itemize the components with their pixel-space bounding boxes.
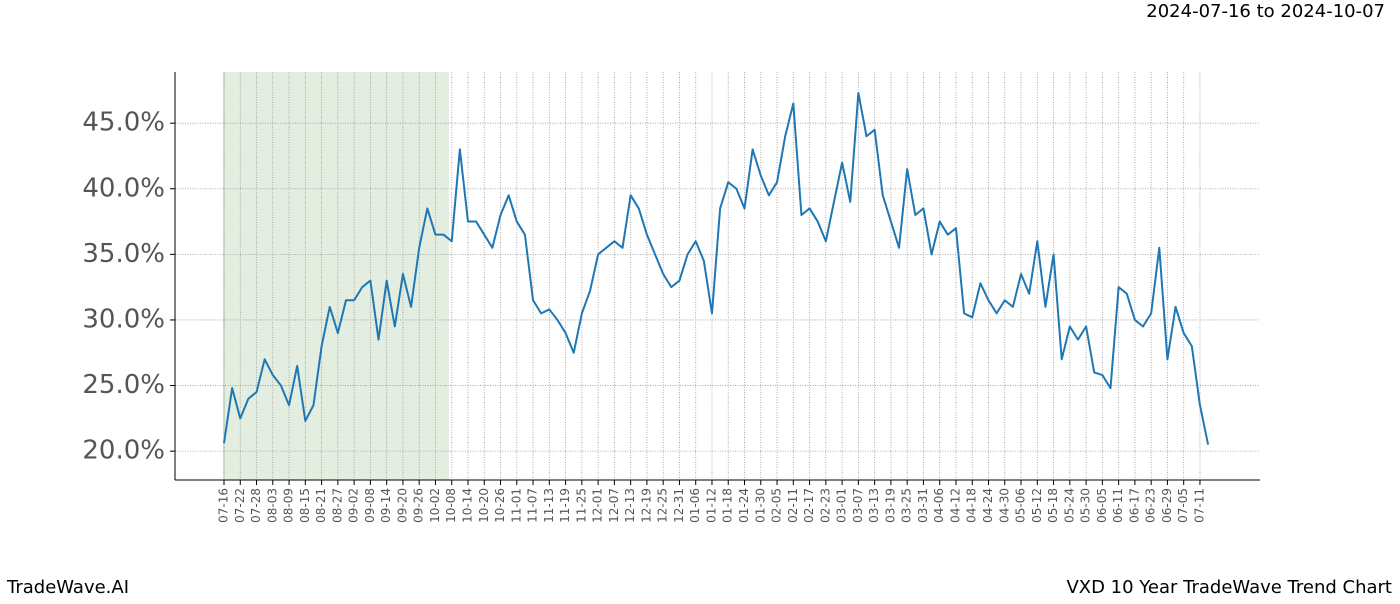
x-tick-label: 02-17 xyxy=(802,488,816,523)
x-tick-label: 03-31 xyxy=(916,488,930,523)
x-tick-label: 08-15 xyxy=(298,488,312,523)
x-tick-label: 04-12 xyxy=(948,488,962,523)
x-tick-label: 06-23 xyxy=(1144,488,1158,523)
x-tick-label: 11-13 xyxy=(542,488,556,523)
y-tick-label: 35.0% xyxy=(82,239,165,269)
x-tick-label: 07-28 xyxy=(249,488,263,523)
x-tick-label: 04-30 xyxy=(997,488,1011,523)
x-tick-label: 12-01 xyxy=(591,488,605,523)
x-tick-label: 10-14 xyxy=(460,488,474,523)
x-tick-label: 01-18 xyxy=(721,488,735,523)
x-tick-label: 05-12 xyxy=(1030,488,1044,523)
x-tick-label: 11-01 xyxy=(509,488,523,523)
x-tick-label: 08-21 xyxy=(314,488,328,523)
y-tick-label: 25.0% xyxy=(82,370,165,400)
x-tick-label: 12-07 xyxy=(607,488,621,523)
x-tick-label: 03-19 xyxy=(883,488,897,523)
y-tick-label: 30.0% xyxy=(82,304,165,334)
x-tick-label: 12-25 xyxy=(656,488,670,523)
x-tick-label: 09-26 xyxy=(412,488,426,523)
x-tick-label: 01-24 xyxy=(737,488,751,523)
x-tick-label: 12-31 xyxy=(672,488,686,523)
x-tick-label: 06-11 xyxy=(1111,488,1125,523)
x-tick-label: 03-13 xyxy=(867,488,881,523)
x-tick-label: 11-07 xyxy=(526,488,540,523)
x-tick-label: 03-25 xyxy=(900,488,914,523)
x-tick-label: 07-16 xyxy=(217,488,231,523)
x-tick-label: 06-29 xyxy=(1160,488,1174,523)
chart-subtitle: 2024-07-16 to 2024-10-07 xyxy=(1146,1,1385,22)
x-tick-label: 12-19 xyxy=(639,488,653,523)
x-tick-label: 08-03 xyxy=(265,488,279,523)
x-tick-label: 05-24 xyxy=(1062,488,1076,523)
x-tick-label: 05-06 xyxy=(1014,488,1028,523)
brand: TradeWave.AI xyxy=(6,577,129,598)
y-tick-label: 45.0% xyxy=(82,108,165,138)
x-tick-label: 08-27 xyxy=(330,488,344,523)
x-tick-label: 09-08 xyxy=(363,488,377,523)
x-tick-label: 08-09 xyxy=(282,488,296,523)
x-tick-label: 02-23 xyxy=(818,488,832,523)
x-tick-label: 06-05 xyxy=(1095,488,1109,523)
chart-title: VXD 10 Year TradeWave Trend Chart xyxy=(1066,577,1392,598)
x-tick-label: 03-01 xyxy=(835,488,849,523)
x-tick-label: 09-02 xyxy=(347,488,361,523)
x-tick-label: 01-12 xyxy=(704,488,718,523)
x-tick-label: 07-22 xyxy=(233,488,247,523)
x-tick-label: 11-19 xyxy=(558,488,572,523)
x-tick-label: 04-24 xyxy=(981,488,995,523)
x-tick-label: 04-18 xyxy=(965,488,979,523)
x-tick-label: 01-06 xyxy=(688,488,702,523)
y-tick-label: 20.0% xyxy=(82,436,165,466)
x-tick-label: 09-20 xyxy=(395,488,409,523)
x-tick-label: 10-20 xyxy=(477,488,491,523)
x-tick-label: 10-08 xyxy=(444,488,458,523)
x-tick-label: 05-18 xyxy=(1046,488,1060,523)
x-tick-label: 12-13 xyxy=(623,488,637,523)
x-tick-label: 07-05 xyxy=(1176,488,1190,523)
highlight-range xyxy=(224,72,450,480)
x-tick-label: 11-25 xyxy=(574,488,588,523)
x-tick-label: 06-17 xyxy=(1127,488,1141,523)
x-tick-label: 10-02 xyxy=(428,488,442,523)
x-tick-label: 09-14 xyxy=(379,488,393,523)
x-tick-label: 01-30 xyxy=(753,488,767,523)
x-tick-label: 10-26 xyxy=(493,488,507,523)
y-tick-label: 40.0% xyxy=(82,173,165,203)
x-tick-label: 04-06 xyxy=(932,488,946,523)
x-tick-label: 07-11 xyxy=(1192,488,1206,523)
trend-line xyxy=(223,91,1210,445)
x-tick-label: 02-11 xyxy=(786,488,800,523)
x-tick-label: 03-07 xyxy=(851,488,865,523)
x-tick-label: 02-05 xyxy=(770,488,784,523)
x-tick-label: 05-30 xyxy=(1079,488,1093,523)
